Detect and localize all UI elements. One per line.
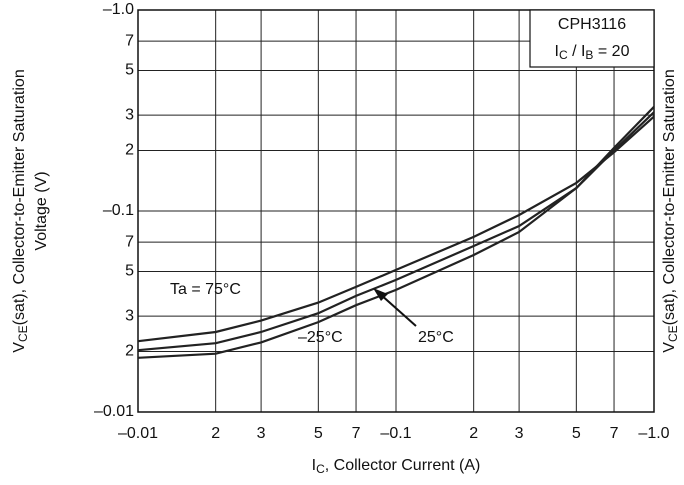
y-tick-label: –0.1 — [103, 202, 134, 219]
y-axis-label-line2: Voltage (V) — [33, 171, 50, 250]
arrow-head — [373, 288, 388, 301]
x-tick-label: 2 — [211, 425, 220, 442]
x-tick-label: 3 — [257, 425, 266, 442]
x-tick-label: 2 — [469, 425, 478, 442]
cond-sub2: B — [585, 48, 593, 62]
condition: IC / IB = 20 — [555, 43, 630, 62]
x-label-main: I — [312, 457, 316, 474]
y-axis-label-right: VCE(sat), Collector-to-Emitter Saturatio… — [661, 69, 680, 352]
y-label-sub: CE — [16, 325, 30, 342]
y-label-main: V — [11, 342, 28, 353]
cond-sub: C — [559, 48, 568, 62]
y-label-rest: (sat), Collector-to-Emitter Saturation — [661, 69, 678, 325]
y-axis-label: VCE(sat), Collector-to-Emitter Saturatio… — [11, 69, 30, 352]
plot-area: –0.01 2 3 5 7 –0.1 2 3 5 7 –1.0 –0.01 2 3 5 7 –0.1 2 3 5 7 –1… — [94, 1, 670, 442]
y-tick-label: 5 — [125, 62, 134, 79]
y-tick-label: –0.01 — [94, 403, 134, 420]
curve-label: 25°C — [418, 329, 454, 346]
legend-box — [529, 9, 655, 68]
x-axis-label: IC, Collector Current (A) — [312, 457, 481, 476]
plot-frame — [137, 9, 655, 413]
y-tick-label: 2 — [125, 343, 134, 360]
curve-label: –25°C — [298, 329, 343, 346]
curve-label: Ta = 75°C — [170, 281, 241, 298]
x-tick-label: –1.0 — [638, 425, 669, 442]
cond-mid: / I — [568, 43, 586, 60]
x-tick-label: –0.01 — [118, 425, 158, 442]
y-label-sub: CE — [666, 325, 680, 342]
part-number: CPH3116 — [558, 16, 626, 33]
y-tick-label: 3 — [125, 307, 134, 324]
y-tick-label: 7 — [125, 32, 134, 49]
y-tick-label: 3 — [125, 106, 134, 123]
x-tick-label: 3 — [515, 425, 524, 442]
x-tick-label: –0.1 — [380, 425, 411, 442]
x-tick-label: 5 — [572, 425, 581, 442]
y-label-rest: (sat), Collector-to-Emitter Saturation — [11, 69, 28, 325]
series-line — [137, 106, 655, 359]
x-tick-label: 5 — [314, 425, 323, 442]
x-label-rest: , Collector Current (A) — [325, 457, 481, 474]
x-tick-label: 7 — [610, 425, 619, 442]
arrow-shaft — [379, 293, 417, 327]
x-label-sub: C — [316, 462, 325, 476]
series-line — [137, 115, 655, 343]
y-label-main: V — [661, 342, 678, 353]
x-tick-label: 7 — [352, 425, 361, 442]
cond-rest: = 20 — [593, 43, 629, 60]
y-tick-label: 5 — [125, 263, 134, 280]
y-tick-label: 7 — [125, 233, 134, 250]
y-tick-label: –1.0 — [103, 1, 134, 18]
y-tick-label: 2 — [125, 142, 134, 159]
cond-main: I — [555, 43, 559, 60]
